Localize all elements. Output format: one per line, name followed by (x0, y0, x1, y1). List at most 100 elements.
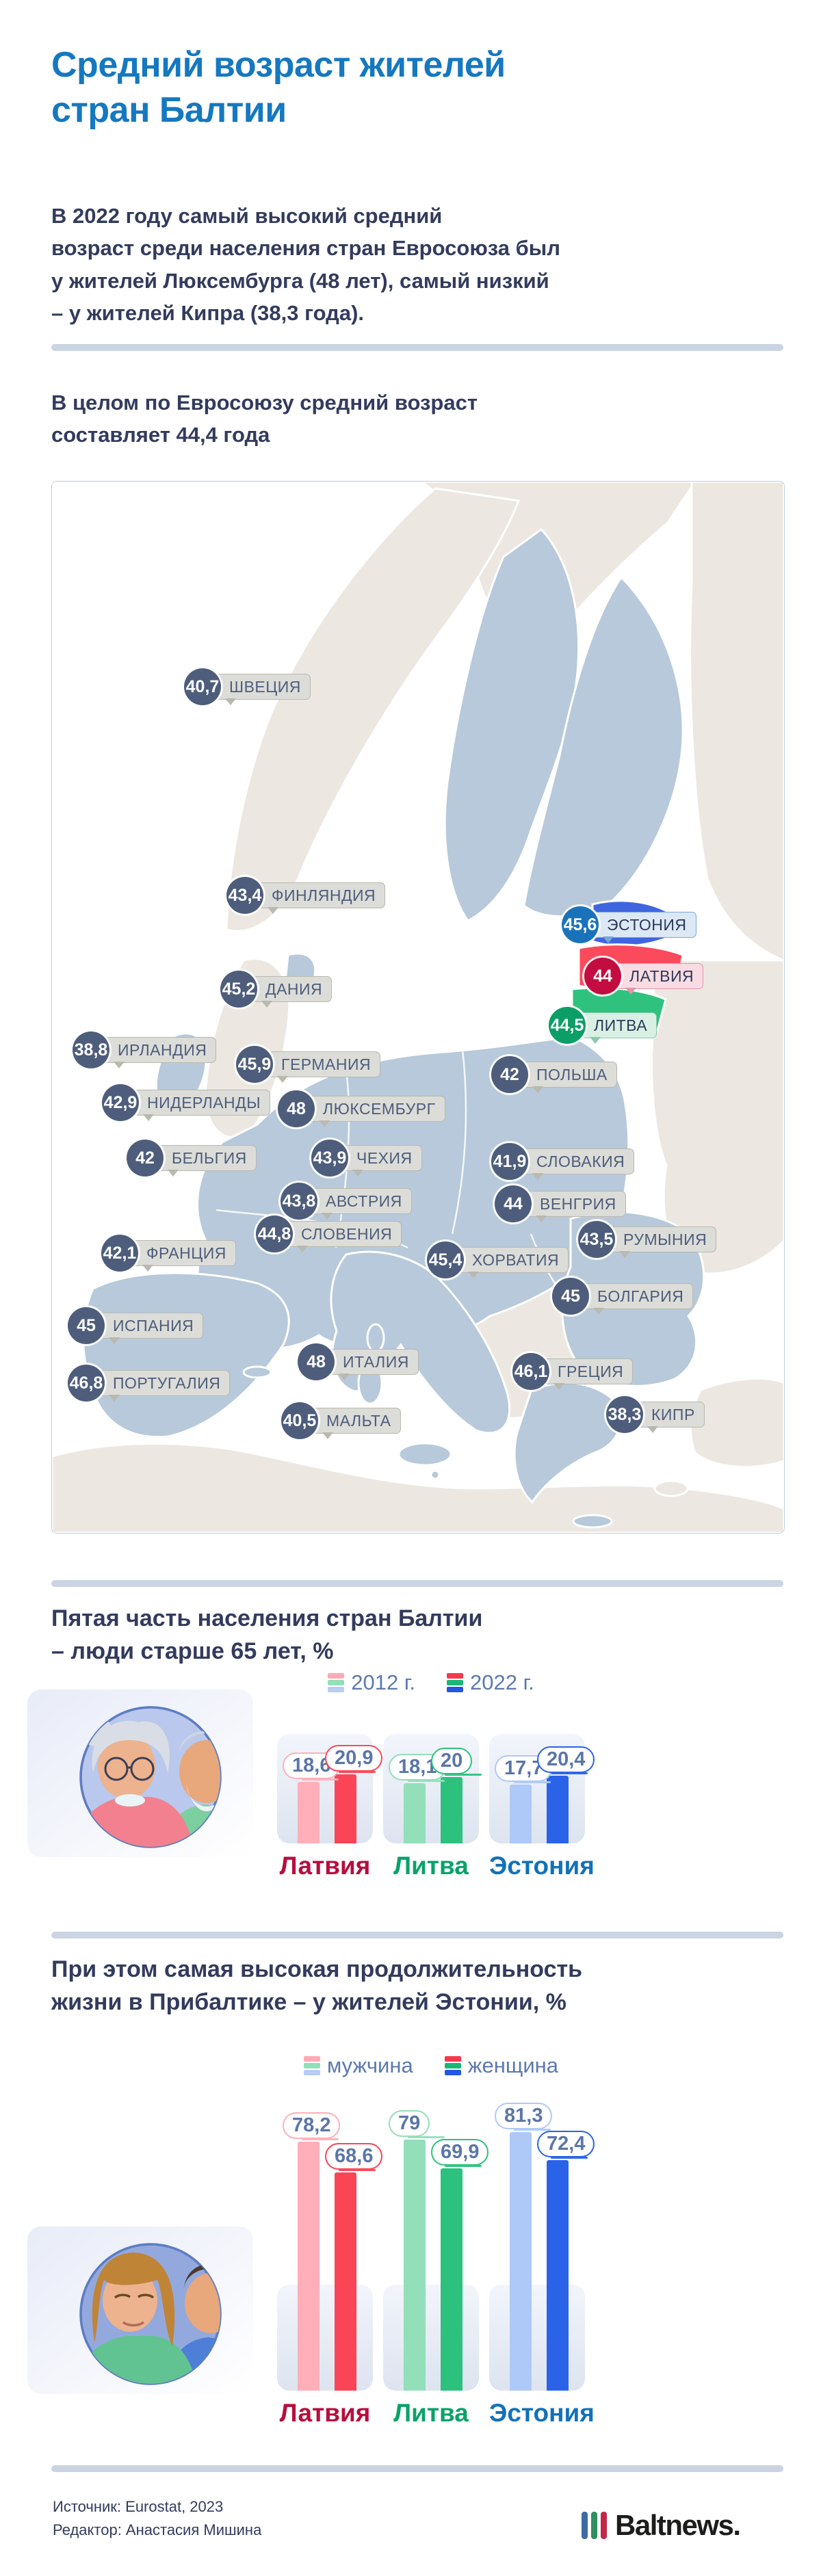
elderly-couple-illustration (27, 1690, 253, 1861)
bar-zone: 81,3 72,4 (489, 2103, 595, 2391)
bar-zone: 78,2 68,6 (277, 2103, 383, 2391)
country-name-tag: ДАНИЯ (250, 976, 333, 1008)
europe-map: ШВЕЦИЯ 40,7 ФИНЛЯНДИЯ 43,4 ЭСТОНИЯ 45,6 ЛАТВИЯ… (51, 481, 785, 1534)
country-name-tag: ПОЛЬША (521, 1062, 617, 1093)
country-name-tag: ЛЮКСЕМБУРГ (307, 1096, 445, 1127)
source-note: Источник: Eurostat, 2023 (53, 2498, 224, 2515)
country-name-tag: ГРЕЦИЯ (542, 1358, 634, 1390)
logo-stripe (591, 2512, 597, 2539)
chart1-groups: 18,6 20,9 Латвия 18,1 20 Литва 17,7 20,4 Эстония (277, 1724, 595, 1880)
category-label: Латвия (279, 1852, 371, 1880)
editor-note: Редактор: Анастасия Мишина (53, 2521, 262, 2538)
country-name-tag: КИПР (636, 1402, 705, 1433)
page-title: Средний возраст жителей стран Балтии (51, 45, 506, 131)
logo-text: Baltnews. (615, 2509, 741, 2541)
intro-text: В 2022 году самый высокий средний возрас… (51, 204, 560, 326)
value-pill: 20,9 (325, 1745, 383, 1772)
value-pill: 20 (431, 1748, 473, 1774)
value-pill: 20,4 (537, 1746, 595, 1773)
value-swoosh (551, 2157, 588, 2159)
country-value-badge: 44,5 (549, 1007, 586, 1044)
country-name-tag: ХОРВАТИЯ (456, 1247, 569, 1278)
logo-stripe (601, 2512, 607, 2539)
value-pill: 68,6 (325, 2143, 383, 2170)
country-name-tag: БЕЛЬГИЯ (156, 1145, 257, 1177)
country-value-badge: 42 (491, 1056, 528, 1093)
chart2-title: При этом самая высокая продолжительность… (51, 1956, 583, 2016)
tag-tail (142, 1265, 153, 1272)
country-name-tag: АВСТРИЯ (310, 1188, 412, 1220)
section-divider (51, 1932, 783, 1938)
bar-мужчина (404, 2140, 426, 2391)
country-name-tag: ВЕНГРИЯ (524, 1191, 626, 1222)
country-name-tag: РУМЫНИЯ (608, 1226, 717, 1258)
bar-zone: 79 69,9 (383, 2103, 489, 2391)
country-value-badge: 44 (495, 1185, 532, 1222)
value-pill: 72,4 (537, 2131, 595, 2157)
bar-2022 г. (441, 1777, 462, 1843)
value-swoosh (408, 2136, 445, 2138)
bar-женщина (441, 2168, 462, 2391)
legend-label: мужчина (326, 2053, 413, 2077)
country-value-badge: 48 (278, 1090, 315, 1127)
map-labels: ШВЕЦИЯ 40,7 ФИНЛЯНДИЯ 43,4 ЭСТОНИЯ 45,6 ЛАТВИЯ… (52, 482, 784, 1533)
country-value-badge: 46,1 (512, 1353, 549, 1390)
country-name-tag: ЭСТОНИЯ (591, 912, 696, 943)
legend-label: 2012 г. (351, 1670, 415, 1694)
country-value-badge: 43,4 (226, 877, 263, 914)
value-swoosh (551, 1772, 588, 1774)
country-name-tag: ЧЕХИЯ (341, 1145, 422, 1177)
country-value-badge: 48 (298, 1343, 335, 1380)
tag-tail (297, 1246, 308, 1252)
category-label: Латвия (279, 2399, 371, 2427)
legend-item: мужчина (303, 2053, 413, 2078)
country-value-badge: 44,8 (256, 1215, 293, 1252)
country-value-badge: 45,2 (220, 971, 257, 1008)
tag-tail (593, 1308, 604, 1315)
legend-label: женщина (467, 2053, 558, 2077)
legend-item: 2022 г. (447, 1670, 534, 1695)
category-label: Литва (393, 2399, 469, 2427)
country-value-badge: 38,3 (606, 1396, 643, 1433)
tag-tail (352, 1170, 363, 1177)
country-name-tag: ИСПАНИЯ (97, 1313, 204, 1344)
footer-divider (51, 2465, 783, 2472)
bar-zone: 18,6 20,9 (277, 1724, 383, 1843)
bar-мужчина (510, 2132, 532, 2391)
value-swoosh (302, 1778, 339, 1780)
tag-tail (532, 1173, 543, 1180)
value-swoosh (302, 2138, 339, 2140)
country-name-tag: СЛОВАКИЯ (521, 1148, 635, 1180)
logo-stripes-icon (582, 2512, 607, 2539)
country-name-tag: ГЕРМАНИЯ (265, 1051, 381, 1083)
country-value-badge: 46,8 (68, 1365, 105, 1402)
legend-swatch-icon (303, 2056, 320, 2075)
country-value-badge: 41,9 (491, 1143, 528, 1180)
bar-2012 г. (298, 1782, 320, 1843)
country-value-badge: 45 (552, 1278, 589, 1315)
country-name-tag: СЛОВЕНИЯ (285, 1221, 402, 1252)
country-value-badge: 42,9 (102, 1084, 139, 1121)
section-divider (51, 344, 783, 351)
bar-group-литва: 18,1 20 Литва (383, 1724, 482, 1880)
legend-swatch-icon (444, 2056, 461, 2075)
country-name-tag: ШВЕЦИЯ (213, 674, 311, 705)
bar-group-эстония: 81,3 72,4 Эстония (489, 2103, 595, 2428)
tag-tail (553, 1383, 564, 1390)
category-label: Литва (393, 1852, 469, 1880)
value-pill: 18,1 (389, 1754, 447, 1780)
group-panel (489, 2285, 585, 2391)
legend-swatch-icon (447, 1673, 463, 1692)
category-label: Эстония (489, 2399, 595, 2427)
value-pill: 69,9 (431, 2139, 489, 2166)
tag-tail (277, 1076, 288, 1083)
country-value-badge: 45,6 (562, 906, 599, 943)
chart2-legend: мужчина женщина (277, 2053, 585, 2078)
value-pill: 81,3 (495, 2103, 553, 2129)
country-name-tag: ЛИТВА (578, 1012, 657, 1044)
country-name-tag: ИРЛАНДИЯ (102, 1037, 217, 1068)
country-value-badge: 42,1 (101, 1235, 138, 1272)
legend-item: женщина (444, 2053, 558, 2078)
tag-tail (109, 1337, 120, 1344)
